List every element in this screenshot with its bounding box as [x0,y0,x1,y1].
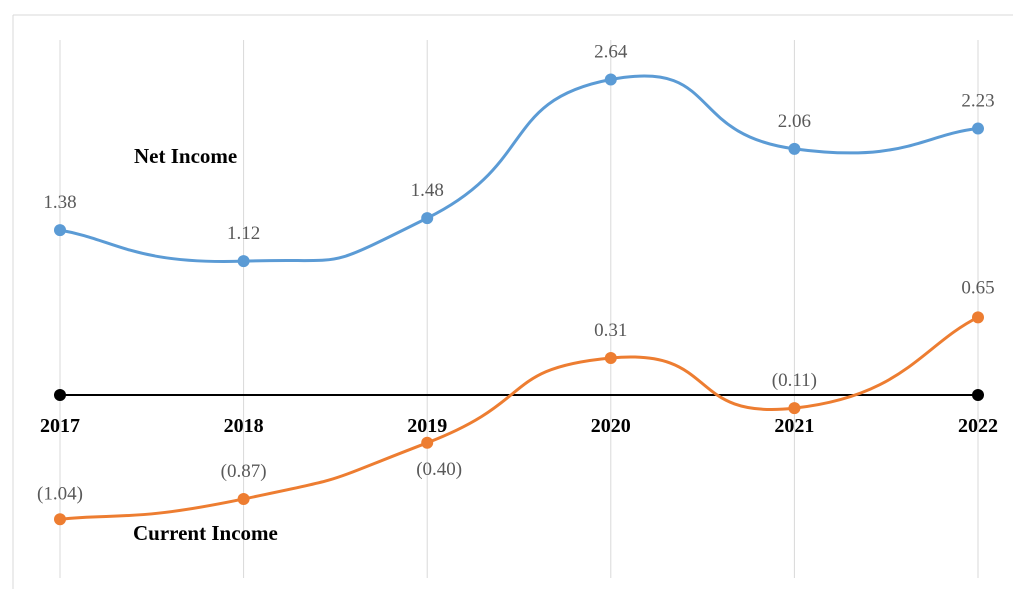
zero-axis [54,389,984,401]
data-label-net-income-2022: 2.23 [961,91,994,112]
category-label-2019: 2019 [407,415,447,437]
data-label-net-income-2019: 1.48 [411,180,444,201]
point-current-income-2021 [788,402,801,415]
point-net-income-2022 [972,122,984,135]
data-label-current-income-2018: (0.87) [221,461,267,482]
data-label-current-income-2017: (1.04) [37,483,83,504]
axis-dot-start [54,389,66,401]
series-labels: Net Income Current Income [133,144,278,545]
point-current-income-2017 [54,513,66,526]
data-label-current-income-2020: 0.31 [594,320,627,341]
category-label-2017: 2017 [40,415,80,437]
category-label-2018: 2018 [224,415,264,437]
point-net-income-2020 [604,73,617,86]
series-label-net-income: Net Income [134,144,237,168]
series-line-net-income [59,74,979,264]
category-labels: 2017 2018 2019 2020 2021 2022 [40,415,998,437]
point-net-income-2018 [237,255,250,268]
data-label-net-income-2017: 1.38 [43,192,76,213]
point-net-income-2017 [54,224,66,237]
point-current-income-2019 [421,436,434,449]
data-label-net-income-2020: 2.64 [594,42,628,63]
series-group [54,73,984,526]
series-line-current-income [59,315,979,521]
point-current-income-2020 [604,351,617,364]
category-label-2020: 2020 [591,415,631,437]
data-labels: 1.38 1.12 1.48 2.64 2.06 2.23 (1.04) (0.87) (0.4… [37,42,995,505]
gridlines [59,40,979,578]
point-net-income-2019 [421,212,434,225]
point-current-income-2022 [972,311,984,324]
axis-dot-end [972,389,984,401]
data-label-current-income-2022: 0.65 [961,277,994,298]
point-net-income-2021 [788,142,801,155]
category-label-2021: 2021 [774,415,814,437]
data-label-net-income-2018: 1.12 [227,223,260,244]
point-current-income-2018 [237,492,250,505]
data-label-current-income-2021: (0.11) [772,370,817,391]
data-label-net-income-2021: 2.06 [778,111,811,132]
data-label-current-income-2019: (0.40) [416,459,462,480]
series-label-current-income: Current Income [133,521,278,545]
category-label-2022: 2022 [958,415,998,437]
